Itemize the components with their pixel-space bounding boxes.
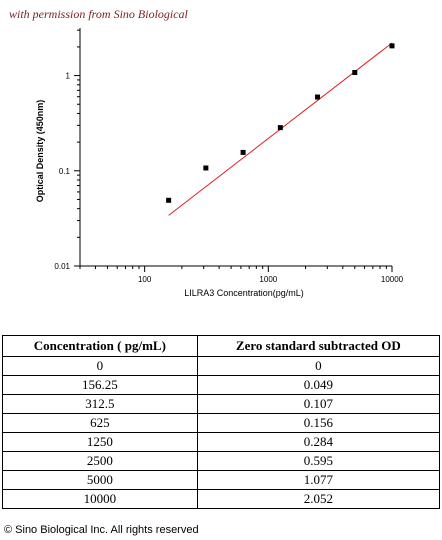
y-tick-label: 1 [66,72,71,81]
x-axis-label: LILRA3 Concentration(pg/mL) [184,288,304,298]
table-cell: 0 [2,356,198,376]
table-row: 312.5 0.107 [2,394,441,414]
table-cell: 0 [196,356,441,376]
table-cell: 1.077 [196,470,441,490]
data-point [166,197,172,203]
table-cell: 0.284 [196,432,441,452]
y-axis-label: Optical Density (450nm) [35,100,45,203]
data-table: Concentration ( pg/mL) Zero standard sub… [2,335,441,509]
table-row: 10000 2.052 [2,489,441,509]
x-tick-label: 1000 [259,275,277,284]
data-point [389,43,395,49]
table-cell: 5000 [2,470,198,490]
table-cell: 0.107 [196,394,441,414]
table-cell: 156.25 [2,375,198,395]
data-point [203,165,209,171]
y-tick-label: 0.01 [54,262,70,271]
x-tick-label: 100 [138,275,152,284]
table-cell: 0.595 [196,451,441,471]
table-row: 2500 0.595 [2,451,441,471]
column-header-concentration: Concentration ( pg/mL) [2,335,198,357]
y-tick-label: 0.1 [59,167,71,176]
table-cell: 1250 [2,432,198,452]
table-cell: 2500 [2,451,198,471]
table-row: 1250 0.284 [2,432,441,452]
table-cell: 625 [2,413,198,433]
table-row: 5000 1.077 [2,470,441,490]
standard-curve-chart: 0.01 0.1 1 100 1000 10000 LILRA3 Concentration… [35,28,404,298]
data-point [277,125,283,131]
table-cell: 0.156 [196,413,441,433]
table-cell: 0.049 [196,375,441,395]
table-header-row: Concentration ( pg/mL) Zero standard sub… [2,335,441,357]
data-point [315,94,321,100]
x-tick-label: 10000 [381,275,404,284]
data-point [352,70,358,76]
table-row: 625 0.156 [2,413,441,433]
table-cell: 2.052 [196,489,441,509]
data-point [240,149,246,155]
copyright-footer: © Sino Biological Inc. All rights reserv… [4,524,199,536]
table-cell: 10000 [2,489,198,509]
table-cell: 312.5 [2,394,198,414]
permission-note: with permission from Sino Biological [9,7,188,21]
table-row: 156.25 0.049 [2,375,441,395]
column-header-od: Zero standard subtracted OD [196,335,441,357]
